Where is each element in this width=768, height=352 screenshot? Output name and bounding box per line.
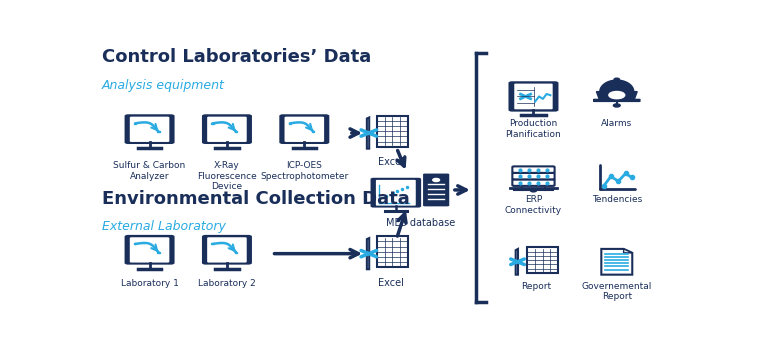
Circle shape (609, 92, 624, 99)
Text: Laboratory 2: Laboratory 2 (198, 279, 256, 288)
Text: X-Ray
Fluorescence
Device: X-Ray Fluorescence Device (197, 162, 257, 191)
FancyBboxPatch shape (528, 247, 558, 273)
FancyBboxPatch shape (313, 131, 314, 132)
FancyBboxPatch shape (377, 236, 408, 268)
Circle shape (531, 189, 537, 192)
FancyBboxPatch shape (157, 252, 160, 253)
FancyBboxPatch shape (515, 84, 553, 109)
Circle shape (614, 104, 621, 107)
Circle shape (432, 178, 439, 182)
FancyBboxPatch shape (202, 114, 252, 144)
Text: Excel: Excel (378, 157, 403, 168)
FancyBboxPatch shape (211, 244, 214, 245)
Polygon shape (601, 249, 632, 275)
Text: Control Laboratories’ Data: Control Laboratories’ Data (102, 48, 371, 66)
Text: Environmental Collection Data: Environmental Collection Data (102, 190, 409, 208)
Polygon shape (367, 238, 369, 269)
Text: Governemental
Report: Governemental Report (581, 282, 652, 301)
FancyBboxPatch shape (202, 235, 252, 265)
FancyBboxPatch shape (211, 123, 214, 124)
FancyBboxPatch shape (235, 252, 237, 253)
FancyBboxPatch shape (235, 131, 237, 132)
FancyBboxPatch shape (124, 114, 174, 144)
FancyBboxPatch shape (130, 117, 170, 142)
FancyBboxPatch shape (207, 117, 247, 142)
Text: Report: Report (521, 282, 551, 290)
FancyBboxPatch shape (370, 178, 421, 208)
FancyBboxPatch shape (207, 237, 247, 263)
FancyBboxPatch shape (593, 99, 641, 102)
FancyBboxPatch shape (124, 235, 174, 265)
FancyBboxPatch shape (157, 131, 160, 132)
Text: ICP-OES
Spectrophotometer: ICP-OES Spectrophotometer (260, 162, 349, 181)
Polygon shape (367, 118, 369, 149)
Polygon shape (515, 249, 518, 275)
FancyBboxPatch shape (377, 116, 408, 147)
Polygon shape (624, 249, 632, 253)
FancyBboxPatch shape (508, 81, 558, 112)
FancyBboxPatch shape (134, 123, 136, 124)
Text: ERP
Connectivity: ERP Connectivity (505, 195, 562, 215)
FancyBboxPatch shape (280, 114, 329, 144)
Polygon shape (597, 92, 637, 101)
Text: Sulfur & Carbon
Analyzer: Sulfur & Carbon Analyzer (114, 162, 186, 181)
FancyBboxPatch shape (134, 244, 136, 245)
Text: Production
Planification: Production Planification (505, 119, 561, 139)
FancyBboxPatch shape (284, 117, 324, 142)
Polygon shape (600, 80, 634, 92)
Text: Laboratory 1: Laboratory 1 (121, 279, 178, 288)
Text: Alarms: Alarms (601, 119, 632, 128)
Text: MES database: MES database (386, 218, 455, 228)
FancyBboxPatch shape (512, 173, 554, 180)
Text: Excel: Excel (378, 278, 403, 288)
FancyBboxPatch shape (289, 123, 291, 124)
Text: Tendencies: Tendencies (591, 195, 642, 205)
FancyBboxPatch shape (423, 174, 449, 206)
FancyBboxPatch shape (512, 166, 554, 173)
Circle shape (614, 78, 620, 81)
FancyBboxPatch shape (376, 180, 415, 206)
Text: External Laboratory: External Laboratory (102, 220, 226, 233)
Text: Analysis equipment: Analysis equipment (102, 79, 225, 92)
FancyBboxPatch shape (130, 237, 170, 263)
FancyBboxPatch shape (512, 180, 554, 186)
